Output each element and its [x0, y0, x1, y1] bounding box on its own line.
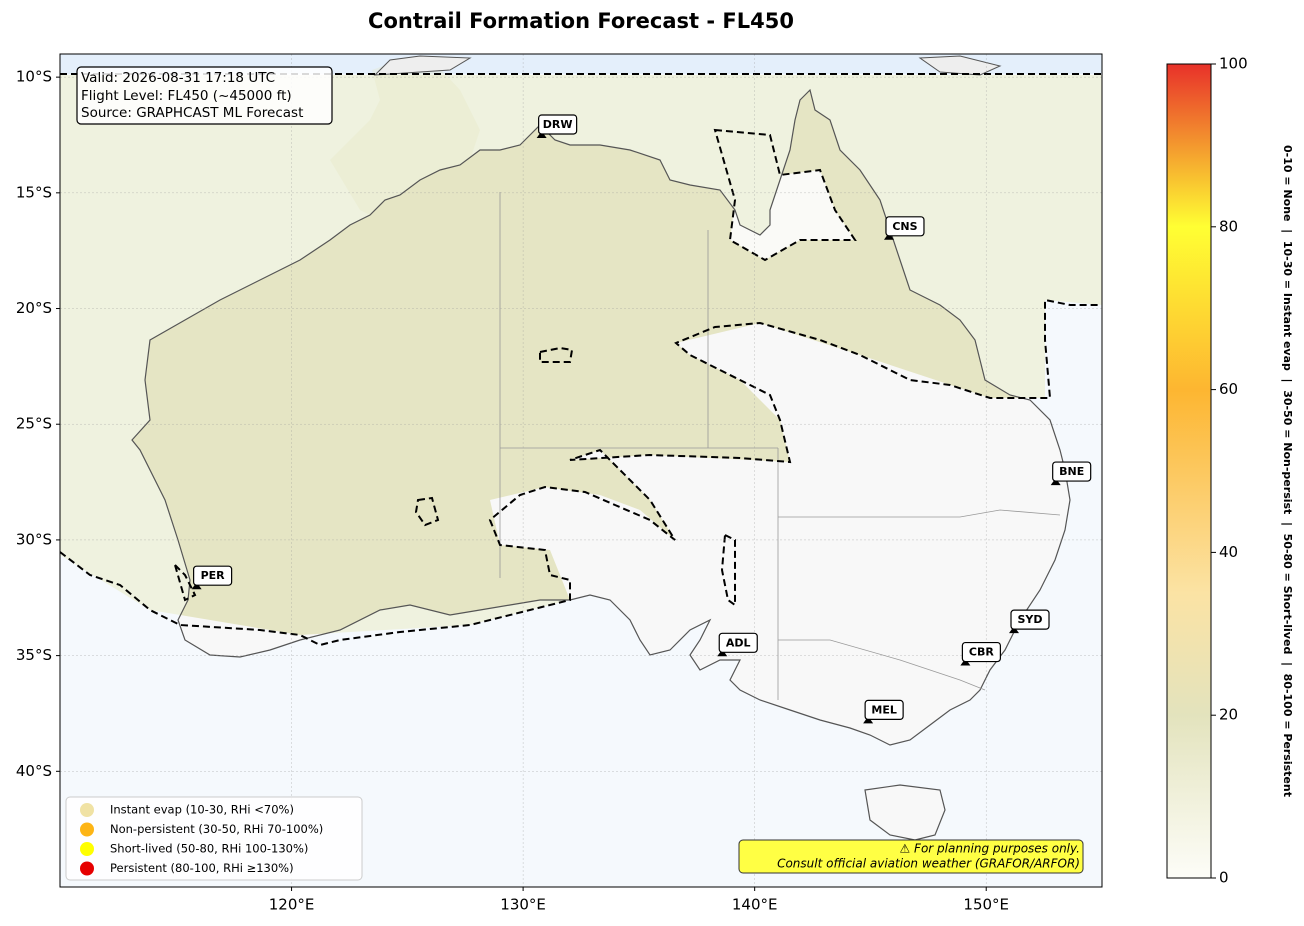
- legend-marker: [80, 803, 94, 817]
- border: [778, 509, 1061, 518]
- x-tick-label: 130°E: [500, 896, 546, 914]
- colorbar: [1166, 63, 1212, 879]
- graticule: [60, 54, 1102, 887]
- map-area: DRW CNS BNE PER ADL SYD CBR MEL: [60, 54, 1102, 887]
- colorbar-tick-label: 40: [1219, 543, 1238, 561]
- city-label: CNS: [892, 220, 917, 233]
- city-label-box: [961, 641, 1001, 663]
- axes: 120°E 130°E 140°E 150°E 10°S 15°S 20°S 25°S 30°S…: [16, 68, 1009, 914]
- contours: [60, 73, 1102, 647]
- contour: [713, 128, 857, 262]
- city-label: SYD: [1017, 613, 1042, 626]
- info-box: [76, 66, 333, 125]
- legend-box: [65, 796, 363, 881]
- city-label-box: [193, 565, 233, 586]
- island: [373, 55, 472, 76]
- disclaimer: Consult official aviation weather (GRAFO…: [777, 857, 1080, 871]
- y-tick-label: 30°S: [16, 530, 52, 548]
- colorbar-tick-label: 60: [1219, 380, 1238, 398]
- contour: [414, 496, 440, 527]
- y-tick-label: 20°S: [16, 299, 52, 317]
- legend-marker: [80, 822, 94, 837]
- colorbar-tick-label: 100: [1219, 55, 1248, 73]
- colorbar-tick-label: 0: [1219, 869, 1229, 887]
- y-tick-label: 35°S: [16, 646, 52, 664]
- legend-label: Non-persistent (30-50, RHi 70-100%): [110, 822, 323, 836]
- info-line: Source: GRAPHCAST ML Forecast: [81, 105, 303, 121]
- colorbar-ticks: 0 20 40 60 80 100: [1211, 55, 1248, 887]
- y-tick-label: 10°S: [16, 68, 52, 86]
- contour: [539, 346, 574, 363]
- border: [778, 639, 986, 691]
- city-label-box: [538, 114, 578, 135]
- cities: DRW CNS BNE PER ADL SYD CBR MEL: [191, 114, 1092, 724]
- map-frame: [59, 53, 1103, 888]
- x-tick-label: 150°E: [963, 896, 1009, 914]
- x-tick-label: 120°E: [269, 896, 315, 914]
- colorbar-label: 0-10 = None | 10-30 = Instant evap | 30-…: [1281, 145, 1294, 797]
- city-label-box: [864, 699, 904, 721]
- city-label: DRW: [543, 118, 573, 131]
- legend-label: Persistent (80-100, RHi ≥130%): [110, 861, 294, 875]
- disclaimer-box: [738, 839, 1084, 874]
- city-label-box: [1010, 609, 1050, 630]
- x-tick-label: 140°E: [732, 896, 778, 914]
- y-tick-label: 40°S: [16, 762, 52, 780]
- info-line: Valid: 2026-08-31 17:18 UTC: [81, 70, 275, 86]
- colorbar-tick-label: 80: [1219, 217, 1238, 235]
- contour: [60, 298, 1102, 647]
- legend-marker: [80, 842, 94, 856]
- y-tick-label: 15°S: [16, 183, 52, 201]
- contour: [172, 561, 197, 602]
- city-label-box: [718, 632, 758, 653]
- city-label: CBR: [969, 646, 994, 659]
- city-label: ADL: [726, 636, 751, 649]
- island: [918, 55, 1002, 76]
- city-label: MEL: [871, 703, 896, 716]
- legend-label: Short-lived (50-80, RHi 100-130%): [110, 842, 308, 856]
- colorbar-tick-label: 20: [1219, 706, 1238, 724]
- disclaimer: ⚠ For planning purposes only.: [900, 842, 1080, 856]
- coastline: [131, 88, 1071, 841]
- legend-label: Instant evap (10-30, RHi <70%): [110, 803, 294, 817]
- city-label-box: [885, 216, 925, 237]
- city-label-box: [1052, 461, 1092, 482]
- title: Contrail Formation Forecast - FL450: [368, 9, 794, 33]
- city-label: BNE: [1059, 465, 1084, 478]
- info-line: Flight Level: FL450 (~45000 ft): [81, 88, 292, 104]
- y-tick-label: 25°S: [16, 415, 52, 433]
- state-borders: [499, 192, 1061, 700]
- contour: [720, 533, 736, 607]
- legend-marker: [80, 861, 94, 876]
- legend: Instant evap (10-30, RHi <70%) Non-persis…: [80, 803, 323, 876]
- city-label: PER: [201, 569, 226, 582]
